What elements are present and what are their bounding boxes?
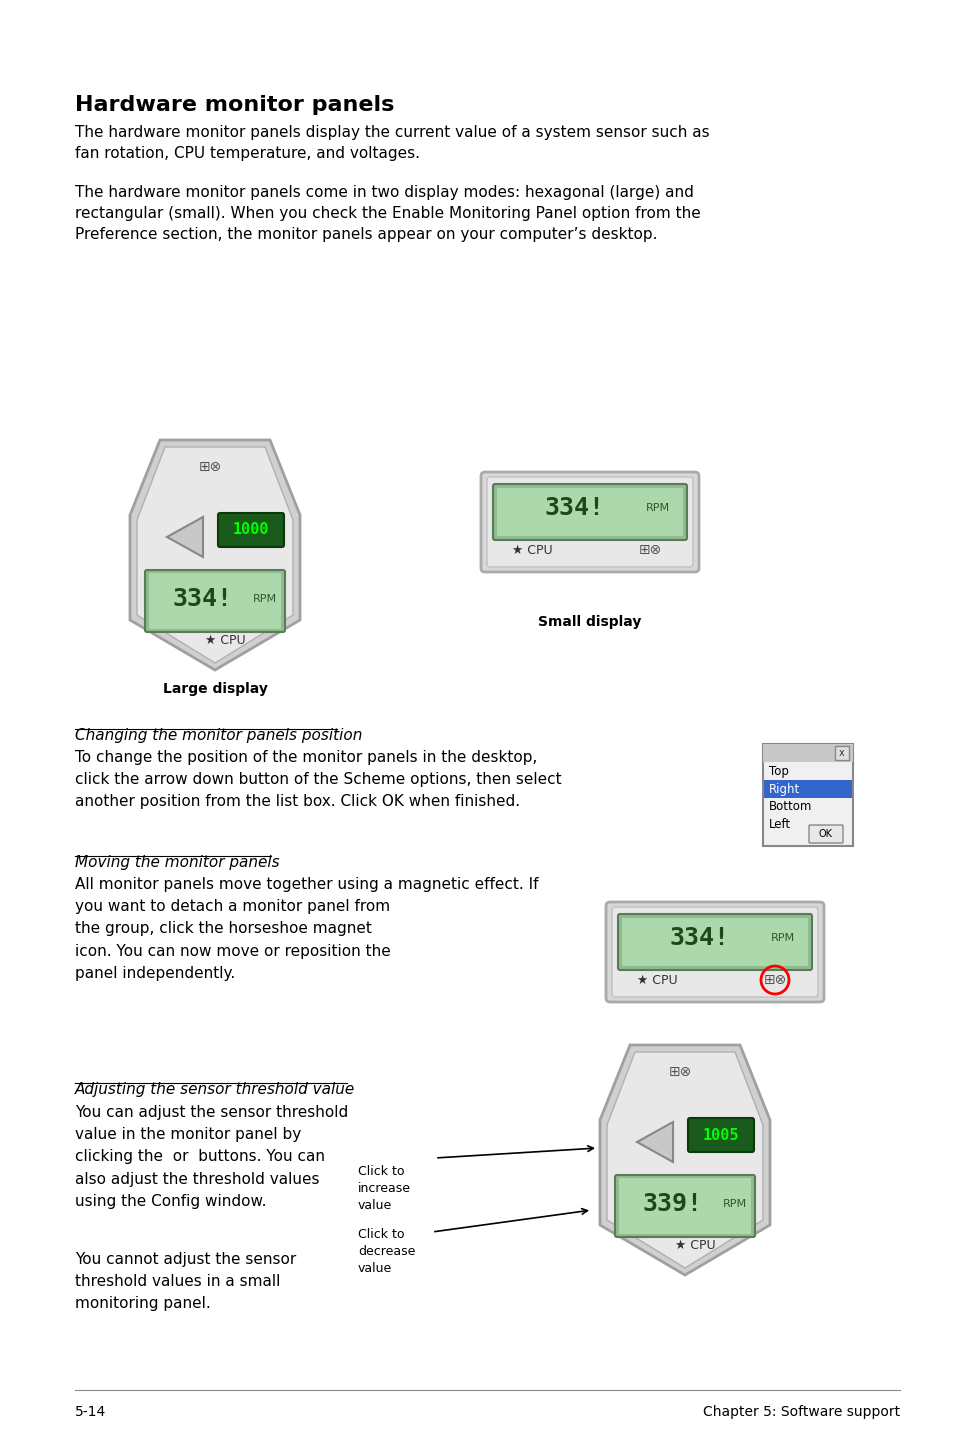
Text: Changing the monitor panels position: Changing the monitor panels position [75, 728, 362, 743]
FancyBboxPatch shape [808, 825, 842, 843]
Text: ★ CPU: ★ CPU [512, 544, 552, 557]
FancyBboxPatch shape [605, 902, 823, 1002]
FancyBboxPatch shape [493, 485, 686, 541]
Text: You can adjust the sensor threshold
value in the monitor panel by
clicking the  : You can adjust the sensor threshold valu… [75, 1104, 348, 1209]
FancyBboxPatch shape [497, 487, 682, 536]
FancyBboxPatch shape [687, 1117, 753, 1152]
Text: 334!: 334! [172, 587, 233, 611]
FancyBboxPatch shape [615, 1175, 754, 1237]
Text: ⊞⊗: ⊞⊗ [638, 544, 661, 557]
Text: ⊞⊗: ⊞⊗ [668, 1066, 691, 1078]
Text: Adjusting the sensor threshold value: Adjusting the sensor threshold value [75, 1081, 355, 1097]
Text: Small display: Small display [537, 615, 641, 628]
FancyBboxPatch shape [618, 1178, 750, 1234]
FancyBboxPatch shape [149, 572, 281, 628]
Bar [763, 779, 851, 798]
Text: Click to
decrease
value: Click to decrease value [357, 1228, 415, 1276]
FancyBboxPatch shape [145, 569, 285, 631]
Text: Hardware monitor panels: Hardware monitor panels [75, 95, 394, 115]
Text: ★ CPU: ★ CPU [637, 974, 677, 986]
FancyBboxPatch shape [486, 477, 692, 567]
Polygon shape [606, 1053, 762, 1268]
Text: 334!: 334! [669, 926, 729, 951]
Text: Top: Top [768, 765, 788, 778]
FancyBboxPatch shape [218, 513, 284, 546]
Polygon shape [137, 447, 293, 663]
Text: Chapter 5: Software support: Chapter 5: Software support [702, 1405, 899, 1419]
Text: 1005: 1005 [702, 1127, 739, 1143]
Polygon shape [167, 518, 203, 557]
FancyBboxPatch shape [480, 472, 699, 572]
Text: ⊞⊗: ⊞⊗ [198, 460, 221, 475]
Text: 1000: 1000 [233, 522, 269, 538]
Text: Click to
increase
value: Click to increase value [357, 1165, 411, 1212]
Text: You cannot adjust the sensor
threshold values in a small
monitoring panel.: You cannot adjust the sensor threshold v… [75, 1252, 296, 1311]
FancyBboxPatch shape [621, 917, 807, 966]
Text: RPM: RPM [253, 594, 276, 604]
Text: 5-14: 5-14 [75, 1405, 106, 1419]
Text: The hardware monitor panels display the current value of a system sensor such as: The hardware monitor panels display the … [75, 125, 709, 161]
FancyBboxPatch shape [612, 907, 817, 997]
Text: RPM: RPM [770, 933, 794, 943]
Text: The hardware monitor panels come in two display modes: hexagonal (large) and
rec: The hardware monitor panels come in two … [75, 186, 700, 242]
Text: ⊞⊗: ⊞⊗ [762, 974, 786, 986]
Text: RPM: RPM [722, 1199, 746, 1209]
Polygon shape [130, 440, 299, 670]
Text: x: x [839, 748, 844, 758]
Text: RPM: RPM [645, 503, 669, 513]
Text: Moving the monitor panels: Moving the monitor panels [75, 856, 279, 870]
Text: Large display: Large display [162, 682, 267, 696]
Text: All monitor panels move together using a magnetic effect. If
you want to detach : All monitor panels move together using a… [75, 877, 537, 981]
Text: To change the position of the monitor panels in the desktop,
click the arrow dow: To change the position of the monitor pa… [75, 751, 561, 810]
Text: 334!: 334! [544, 496, 604, 521]
Text: 339!: 339! [642, 1192, 702, 1217]
Polygon shape [599, 1045, 769, 1276]
Text: Left: Left [768, 818, 790, 831]
Polygon shape [637, 1122, 672, 1162]
Text: ★ CPU: ★ CPU [205, 634, 245, 647]
Text: OK: OK [818, 828, 832, 838]
Text: ★ CPU: ★ CPU [675, 1238, 715, 1251]
Bar [762, 743, 852, 846]
Bar [762, 743, 852, 762]
FancyBboxPatch shape [618, 915, 811, 971]
Text: Bottom: Bottom [768, 801, 812, 814]
Bar [834, 746, 848, 761]
Text: Right: Right [768, 782, 800, 795]
